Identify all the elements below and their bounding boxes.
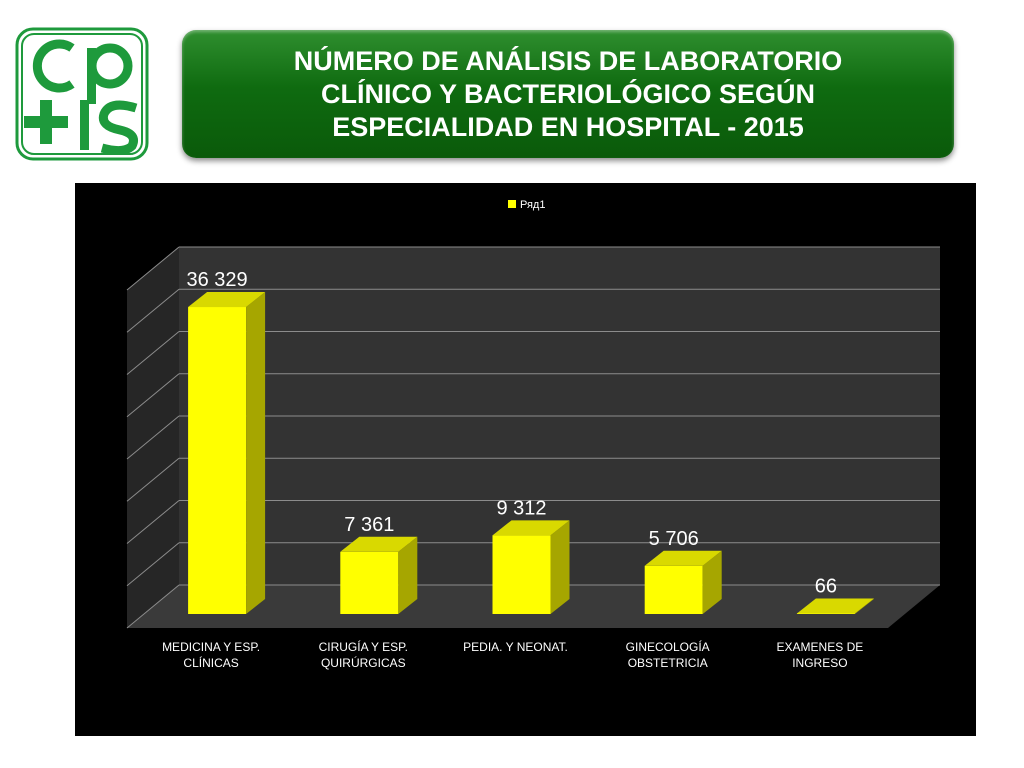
- bar: [492, 520, 570, 614]
- category-label-line: QUIRÚRGICAS: [321, 655, 406, 670]
- bar-front: [796, 613, 855, 614]
- category-label: PEDIA. Y NEONAT.: [463, 640, 568, 654]
- bar-top: [492, 520, 570, 536]
- bar-chart: 36 329 MEDICINA Y ESP. CLÍNICAS 7 361 CIRUGÍ…: [75, 183, 976, 736]
- bar-side: [550, 520, 570, 614]
- gridline-side: [126, 331, 180, 375]
- gridline-side: [126, 584, 180, 629]
- gridline-side: [126, 246, 180, 291]
- gridline-side: [126, 415, 180, 460]
- category-label: CIRUGÍA Y ESP. QUIRÚRGICAS: [319, 639, 408, 670]
- category-label-line: EXAMENES DE: [777, 640, 864, 654]
- gridline-side: [126, 373, 180, 418]
- data-label: 36 329: [187, 269, 248, 291]
- title-line-2: CLÍNICO Y BACTERIOLÓGICO SEGÚN: [320, 78, 816, 109]
- title-banner: NÚMERO DE ANÁLISIS DE LABORATORIO CLÍNIC…: [182, 30, 954, 158]
- bar: [644, 550, 722, 614]
- title-line-1: NÚMERO DE ANÁLISIS DE LABORATORIO: [293, 45, 843, 76]
- data-label: 9 312: [496, 497, 546, 519]
- cpps-logo: [14, 26, 150, 162]
- plot-area: 36 329 MEDICINA Y ESP. CLÍNICAS 7 361 CIRUGÍ…: [126, 246, 940, 670]
- bar-top: [796, 598, 874, 614]
- category-label: GINECOLOGÍA OBSTETRICIA: [626, 639, 710, 670]
- bar: [796, 598, 874, 614]
- category-label-line: GINECOLOGÍA: [626, 639, 710, 654]
- category-label-line: CIRUGÍA Y ESP.: [319, 639, 408, 654]
- bar: [188, 292, 266, 614]
- bar-side: [398, 536, 418, 614]
- cpps-logo-icon: [15, 27, 149, 161]
- bar-top: [644, 550, 722, 566]
- gridline-side: [126, 542, 180, 587]
- gridline-side: [126, 288, 180, 333]
- legend: Ряд1: [508, 199, 545, 211]
- title-line-3: ESPECIALIDAD EN HOSPITAL - 2015: [332, 111, 804, 142]
- bar-side: [702, 550, 722, 614]
- bar-chart-svg: 36 329 MEDICINA Y ESP. CLÍNICAS 7 361 CIRUGÍ…: [126, 199, 940, 670]
- legend-swatch: [508, 200, 516, 208]
- gridline-side: [126, 457, 180, 502]
- category-label-line: OBSTETRICIA: [628, 656, 708, 670]
- category-label: EXAMENES DE INGRESO: [777, 640, 864, 670]
- slide-title: NÚMERO DE ANÁLISIS DE LABORATORIO CLÍNIC…: [208, 45, 928, 144]
- category-label-line: MEDICINA Y ESP.: [162, 640, 260, 654]
- category-label-line: INGRESO: [792, 656, 847, 670]
- bar-side: [246, 292, 266, 614]
- category-label-line: CLÍNICAS: [183, 655, 238, 670]
- gridline-side: [126, 500, 180, 544]
- bar-front: [188, 307, 247, 614]
- bar: [340, 536, 418, 614]
- bar-top: [188, 292, 266, 308]
- bar-side: [854, 598, 874, 614]
- legend-label: Ряд1: [520, 199, 545, 211]
- data-label: 5 706: [649, 528, 699, 550]
- bar-front: [492, 535, 551, 614]
- bar-front: [644, 565, 703, 614]
- category-label: MEDICINA Y ESP. CLÍNICAS: [162, 640, 260, 670]
- data-label: 7 361: [344, 514, 394, 536]
- data-label: 66: [815, 575, 837, 597]
- category-label-line: PEDIA. Y NEONAT.: [463, 640, 568, 654]
- bar-series: [188, 292, 874, 614]
- bar-top: [340, 536, 418, 552]
- bar-front: [340, 551, 399, 614]
